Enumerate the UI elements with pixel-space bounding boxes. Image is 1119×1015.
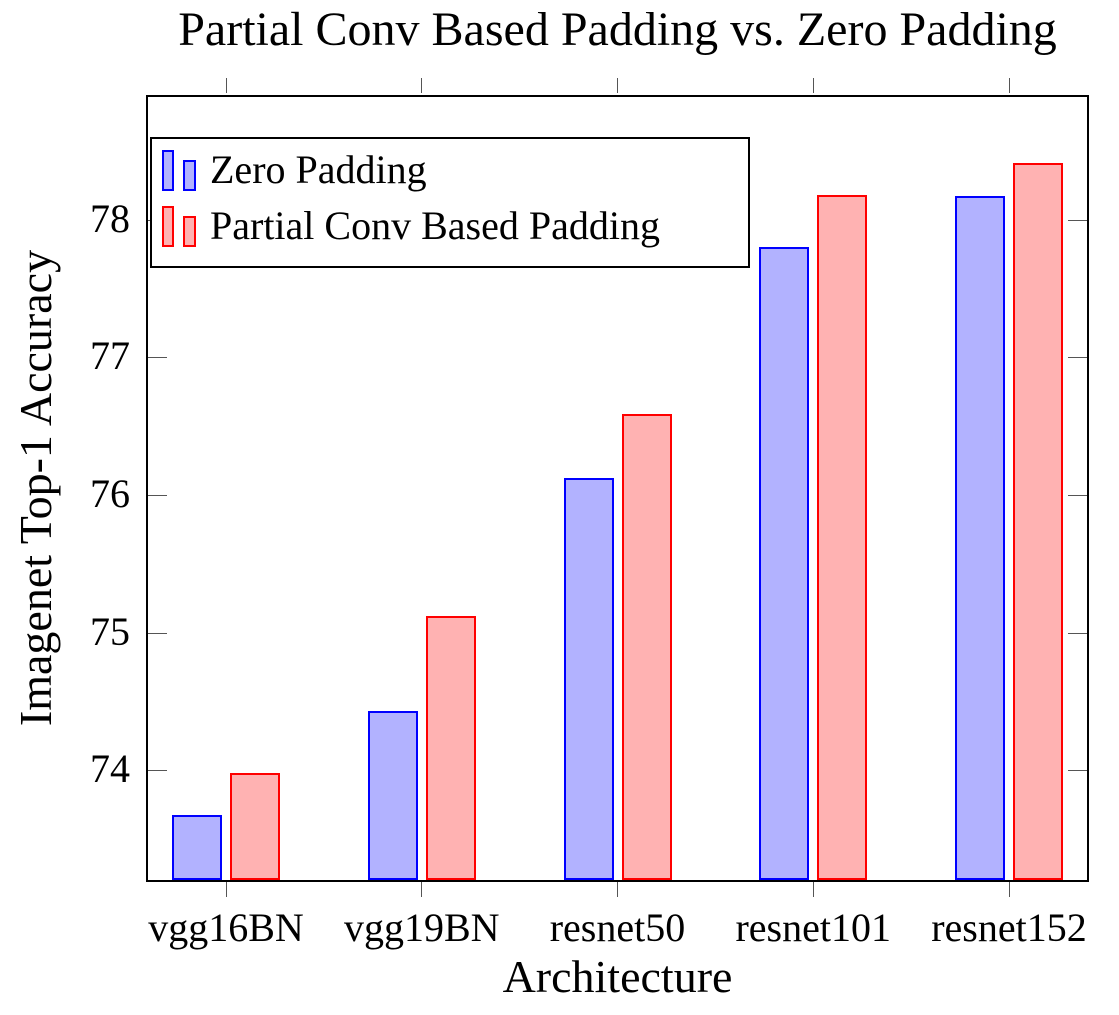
y-tick-label: 75 — [90, 608, 130, 654]
y-tick-right — [1068, 770, 1087, 772]
y-tick-right — [1068, 357, 1087, 359]
x-tick-bottom — [1008, 882, 1010, 897]
x-tick-top — [812, 78, 814, 93]
x-tick-label-resnet101: resnet101 — [735, 905, 891, 950]
bar-partial-conv-based-padding-vgg16BN — [230, 773, 280, 880]
y-tick-left — [148, 770, 167, 772]
y-tick-label: 74 — [90, 746, 130, 792]
bar-zero-padding-resnet152 — [955, 196, 1005, 880]
legend-bar-swatch-icon — [162, 205, 174, 247]
x-tick-label-resnet152: resnet152 — [931, 905, 1087, 950]
x-tick-top — [1008, 78, 1010, 93]
x-tick-top — [617, 78, 618, 93]
bar-zero-padding-vgg16BN — [172, 815, 222, 880]
x-tick-bottom — [617, 882, 618, 897]
x-tick-label-resnet50: resnet50 — [549, 905, 686, 950]
y-tick-label: 76 — [90, 471, 130, 517]
chart-title: Partial Conv Based Padding vs. Zero Padd… — [178, 3, 1057, 56]
x-tick-top — [225, 78, 227, 93]
y-tick-right — [1068, 219, 1087, 221]
bar-partial-conv-based-padding-resnet152 — [1013, 163, 1063, 880]
bar-partial-conv-based-padding-resnet101 — [817, 195, 868, 880]
legend: Zero Padding Partial Conv Based Padding — [150, 137, 750, 268]
y-tick-label: 78 — [90, 195, 130, 241]
legend-bar-pair-icon — [162, 149, 198, 191]
y-tick-left — [148, 632, 167, 634]
bar-zero-padding-resnet50 — [563, 478, 614, 880]
bar-partial-conv-based-padding-vgg19BN — [425, 616, 476, 880]
y-tick-left — [148, 357, 167, 359]
y-tick-left — [148, 495, 167, 497]
legend-bar-pair-icon — [162, 205, 198, 247]
x-tick-top — [421, 78, 423, 93]
legend-item-zero-padding: Zero Padding — [162, 142, 748, 198]
y-tick-right — [1068, 495, 1087, 497]
legend-label-zero-padding: Zero Padding — [210, 147, 427, 192]
legend-item-partial-conv-padding: Partial Conv Based Padding — [162, 198, 748, 254]
x-tick-label-vgg16BN: vgg16BN — [148, 905, 304, 950]
legend-bar-swatch-icon — [183, 215, 196, 247]
y-tick-label: 77 — [90, 333, 130, 379]
x-axis-label: Architecture — [502, 951, 733, 1002]
plot-area: Zero Padding Partial Conv Based Padding — [146, 95, 1089, 882]
legend-label-partial-conv-padding: Partial Conv Based Padding — [210, 203, 660, 248]
legend-bar-swatch-icon — [162, 149, 174, 191]
legend-bar-swatch-icon — [183, 159, 196, 191]
bar-partial-conv-based-padding-resnet50 — [621, 414, 672, 880]
x-tick-bottom — [225, 882, 227, 897]
x-tick-bottom — [421, 882, 423, 897]
x-tick-bottom — [812, 882, 814, 897]
bar-zero-padding-vgg19BN — [367, 711, 418, 880]
x-tick-label-vgg19BN: vgg19BN — [343, 905, 500, 950]
bar-zero-padding-resnet101 — [759, 247, 810, 880]
y-tick-right — [1068, 632, 1087, 634]
